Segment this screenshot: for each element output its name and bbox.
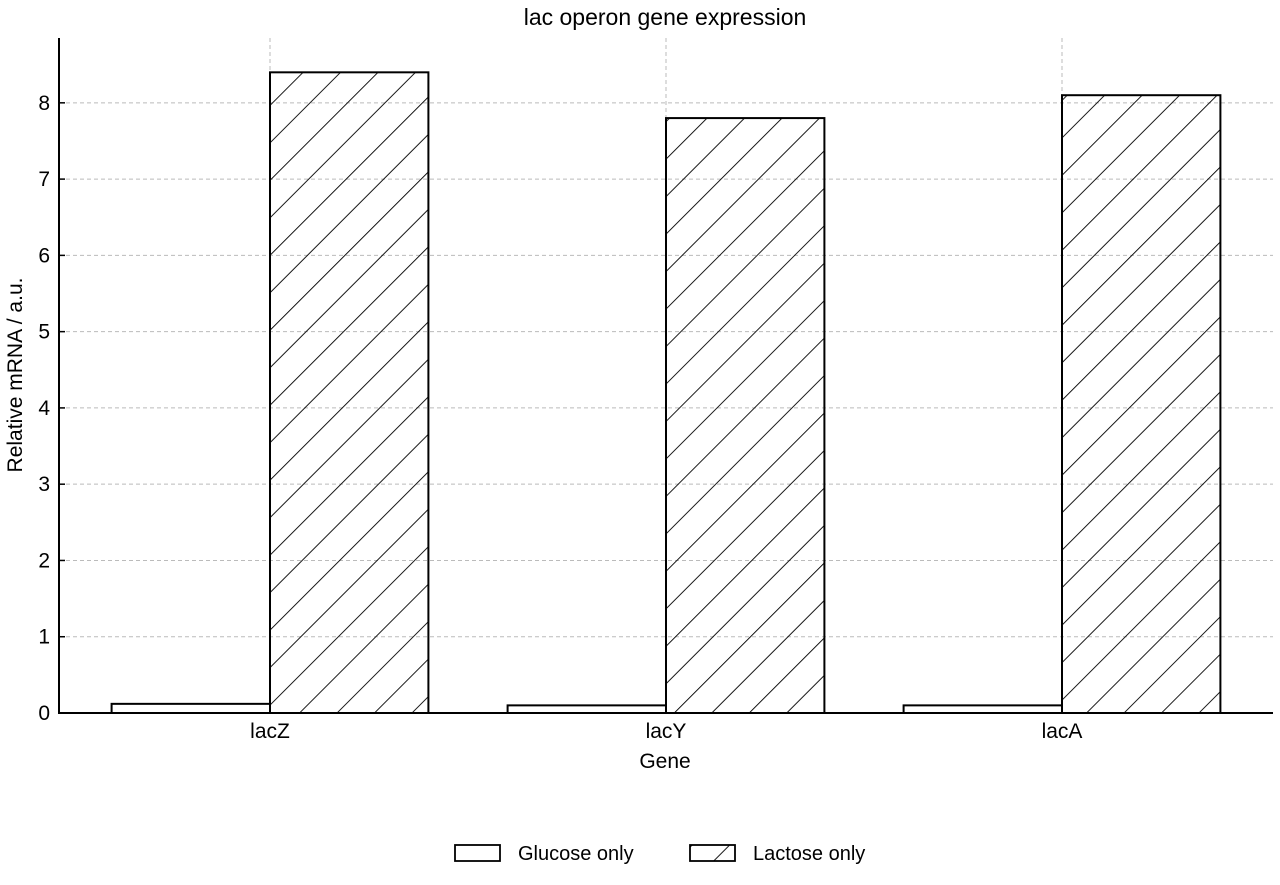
- bar-glucose-lacA: [902, 704, 1063, 714]
- y-tick-label: 7: [38, 168, 50, 191]
- y-tick-label: 4: [38, 397, 50, 420]
- legend-swatch: [454, 844, 501, 862]
- legend-label: Lactose only: [753, 843, 865, 865]
- x-tick-label: lacY: [646, 720, 687, 743]
- y-tick-label: 2: [38, 549, 50, 572]
- y-tick-label: 1: [38, 626, 50, 649]
- y-tick-label: 3: [38, 473, 50, 496]
- y-tick-label: 8: [38, 92, 50, 115]
- bar-lactose-lacA: [1061, 94, 1222, 715]
- y-tick-label: 6: [38, 244, 50, 267]
- bars: [110, 71, 1222, 715]
- x-tick-label: lacZ: [250, 720, 290, 743]
- bar-glucose-lacY: [506, 704, 667, 714]
- y-tick-label: 5: [38, 321, 50, 344]
- bar-lactose-lacY: [665, 117, 826, 715]
- legend: Glucose only Lactose only: [454, 843, 865, 865]
- x-axis-label: Gene: [639, 750, 690, 773]
- legend-swatch: [689, 844, 736, 862]
- legend-label: Glucose only: [518, 843, 634, 865]
- bar-lactose-lacZ: [269, 71, 430, 715]
- y-axis-label: Relative mRNA / a.u.: [4, 278, 27, 473]
- bar-glucose-lacZ: [110, 702, 271, 715]
- tick-labels: 0 1 2 3 4 5 6 7 8 lacZ lacY lacA: [38, 92, 1082, 743]
- axes: [58, 38, 1273, 714]
- chart-title: lac operon gene expression: [524, 4, 807, 30]
- x-tick-label: lacA: [1042, 720, 1083, 743]
- y-tick-label: 0: [38, 702, 50, 725]
